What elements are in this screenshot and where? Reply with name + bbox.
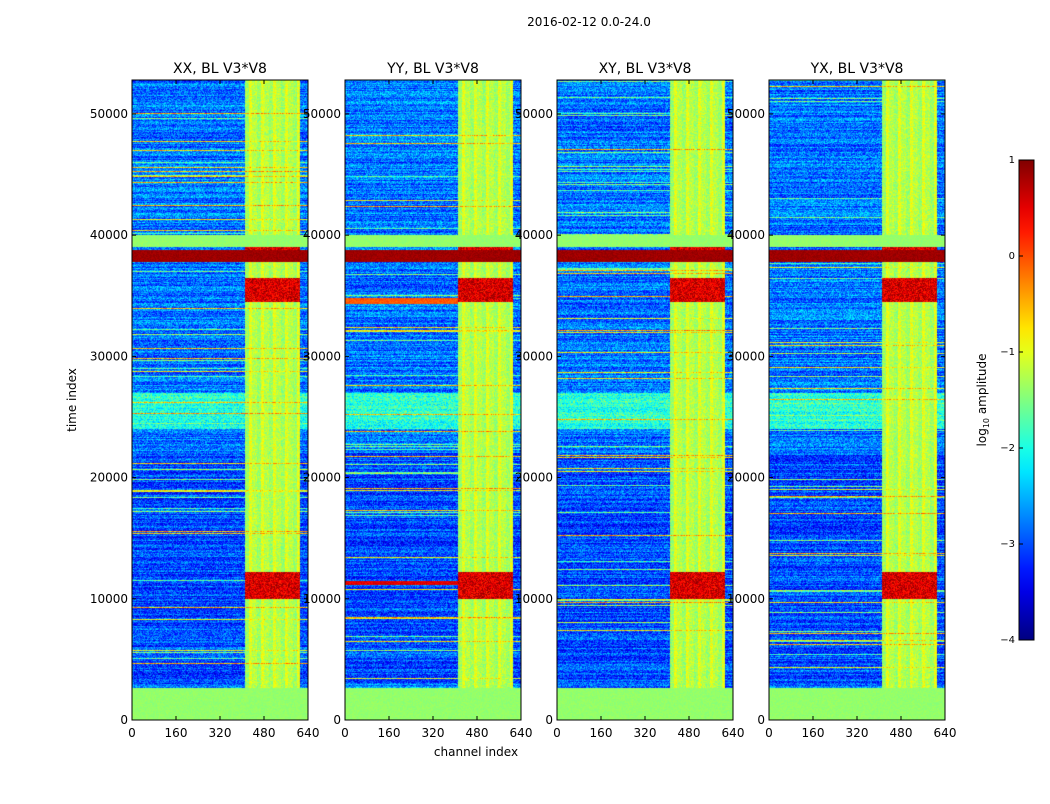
y-tick-label: 20000 [303,471,341,485]
y-tick-label: 30000 [303,349,341,363]
x-tick-label: 160 [590,726,613,740]
y-tick-label: 40000 [90,228,128,242]
x-axis-label: channel index [434,745,518,759]
heatmap-image-xx [132,80,308,720]
y-tick-label: 40000 [727,228,765,242]
x-tick-label: 640 [297,726,320,740]
y-tick-label: 0 [333,713,341,727]
x-tick-label: 480 [890,726,913,740]
x-tick-label: 320 [634,726,657,740]
panels-group: XX, BL V3*V8 0 160 320 480 640 0 10000 20000 3000… [90,61,957,740]
colorbar-tick-label: 1 [1009,155,1015,166]
panel-yy: YY, BL V3*V8 0 160 320 480 640 0 10000 20000 3000… [303,61,533,740]
x-tick-label: 160 [165,726,188,740]
y-tick-label: 20000 [90,471,128,485]
y-tick-label: 0 [120,713,128,727]
y-tick-label: 40000 [515,228,553,242]
x-tick-label: 320 [846,726,869,740]
panel-yx: YX, BL V3*V8 0 160 320 480 640 0 10000 20000 3000… [727,61,957,740]
y-tick-label: 40000 [303,228,341,242]
colorbar-tick-label: −1 [1000,347,1015,358]
x-tick-label: 0 [341,726,349,740]
x-tick-label: 160 [802,726,825,740]
y-tick-label: 30000 [727,349,765,363]
heatmap-image-xy [557,80,733,720]
panel-title: YX, BL V3*V8 [810,61,904,77]
panel-title: XX, BL V3*V8 [173,61,267,77]
x-tick-label: 640 [510,726,533,740]
x-tick-label: 480 [253,726,276,740]
panel-xy: XY, BL V3*V8 0 160 320 480 640 0 10000 20000 3000… [515,61,745,740]
x-tick-label: 640 [934,726,957,740]
y-tick-label: 50000 [515,107,553,121]
y-tick-label: 10000 [90,592,128,606]
x-tick-label: 0 [553,726,561,740]
heatmap-image-yy [345,80,521,720]
colorbar-gradient [1018,159,1035,641]
x-tick-label: 320 [209,726,232,740]
y-tick-label: 0 [545,713,553,727]
panel-xx: XX, BL V3*V8 0 160 320 480 640 0 10000 20000 3000… [90,61,320,740]
y-tick-label: 30000 [90,349,128,363]
colorbar-label: log10 amplitude [975,354,991,447]
panel-title: YY, BL V3*V8 [386,61,479,77]
y-tick-label: 20000 [515,471,553,485]
y-tick-label: 10000 [515,592,553,606]
y-tick-label: 50000 [727,107,765,121]
panel-title: XY, BL V3*V8 [599,61,692,77]
x-tick-label: 0 [128,726,136,740]
x-tick-label: 640 [722,726,745,740]
x-tick-label: 0 [765,726,773,740]
y-axis-label: time index [65,368,79,432]
colorbar-tick-label: −2 [1000,443,1015,454]
colorbar-tick-label: −3 [1000,539,1015,550]
x-tick-label: 160 [378,726,401,740]
x-tick-label: 320 [422,726,445,740]
y-tick-label: 0 [757,713,765,727]
colorbar-tick-label: 0 [1009,251,1015,262]
y-tick-label: 20000 [727,471,765,485]
y-tick-label: 30000 [515,349,553,363]
y-tick-label: 50000 [303,107,341,121]
y-tick-label: 10000 [727,592,765,606]
y-tick-label: 50000 [90,107,128,121]
heatmap-image-yx [769,80,945,720]
x-tick-label: 480 [466,726,489,740]
colorbar-tick-label: −4 [1000,635,1015,646]
figure-title: 2016-02-12 0.0-24.0 [527,15,651,29]
y-tick-label: 10000 [303,592,341,606]
x-tick-label: 480 [678,726,701,740]
colorbar: 1 0 −1 −2 −3 −4 log10 amplitude [975,155,1035,646]
